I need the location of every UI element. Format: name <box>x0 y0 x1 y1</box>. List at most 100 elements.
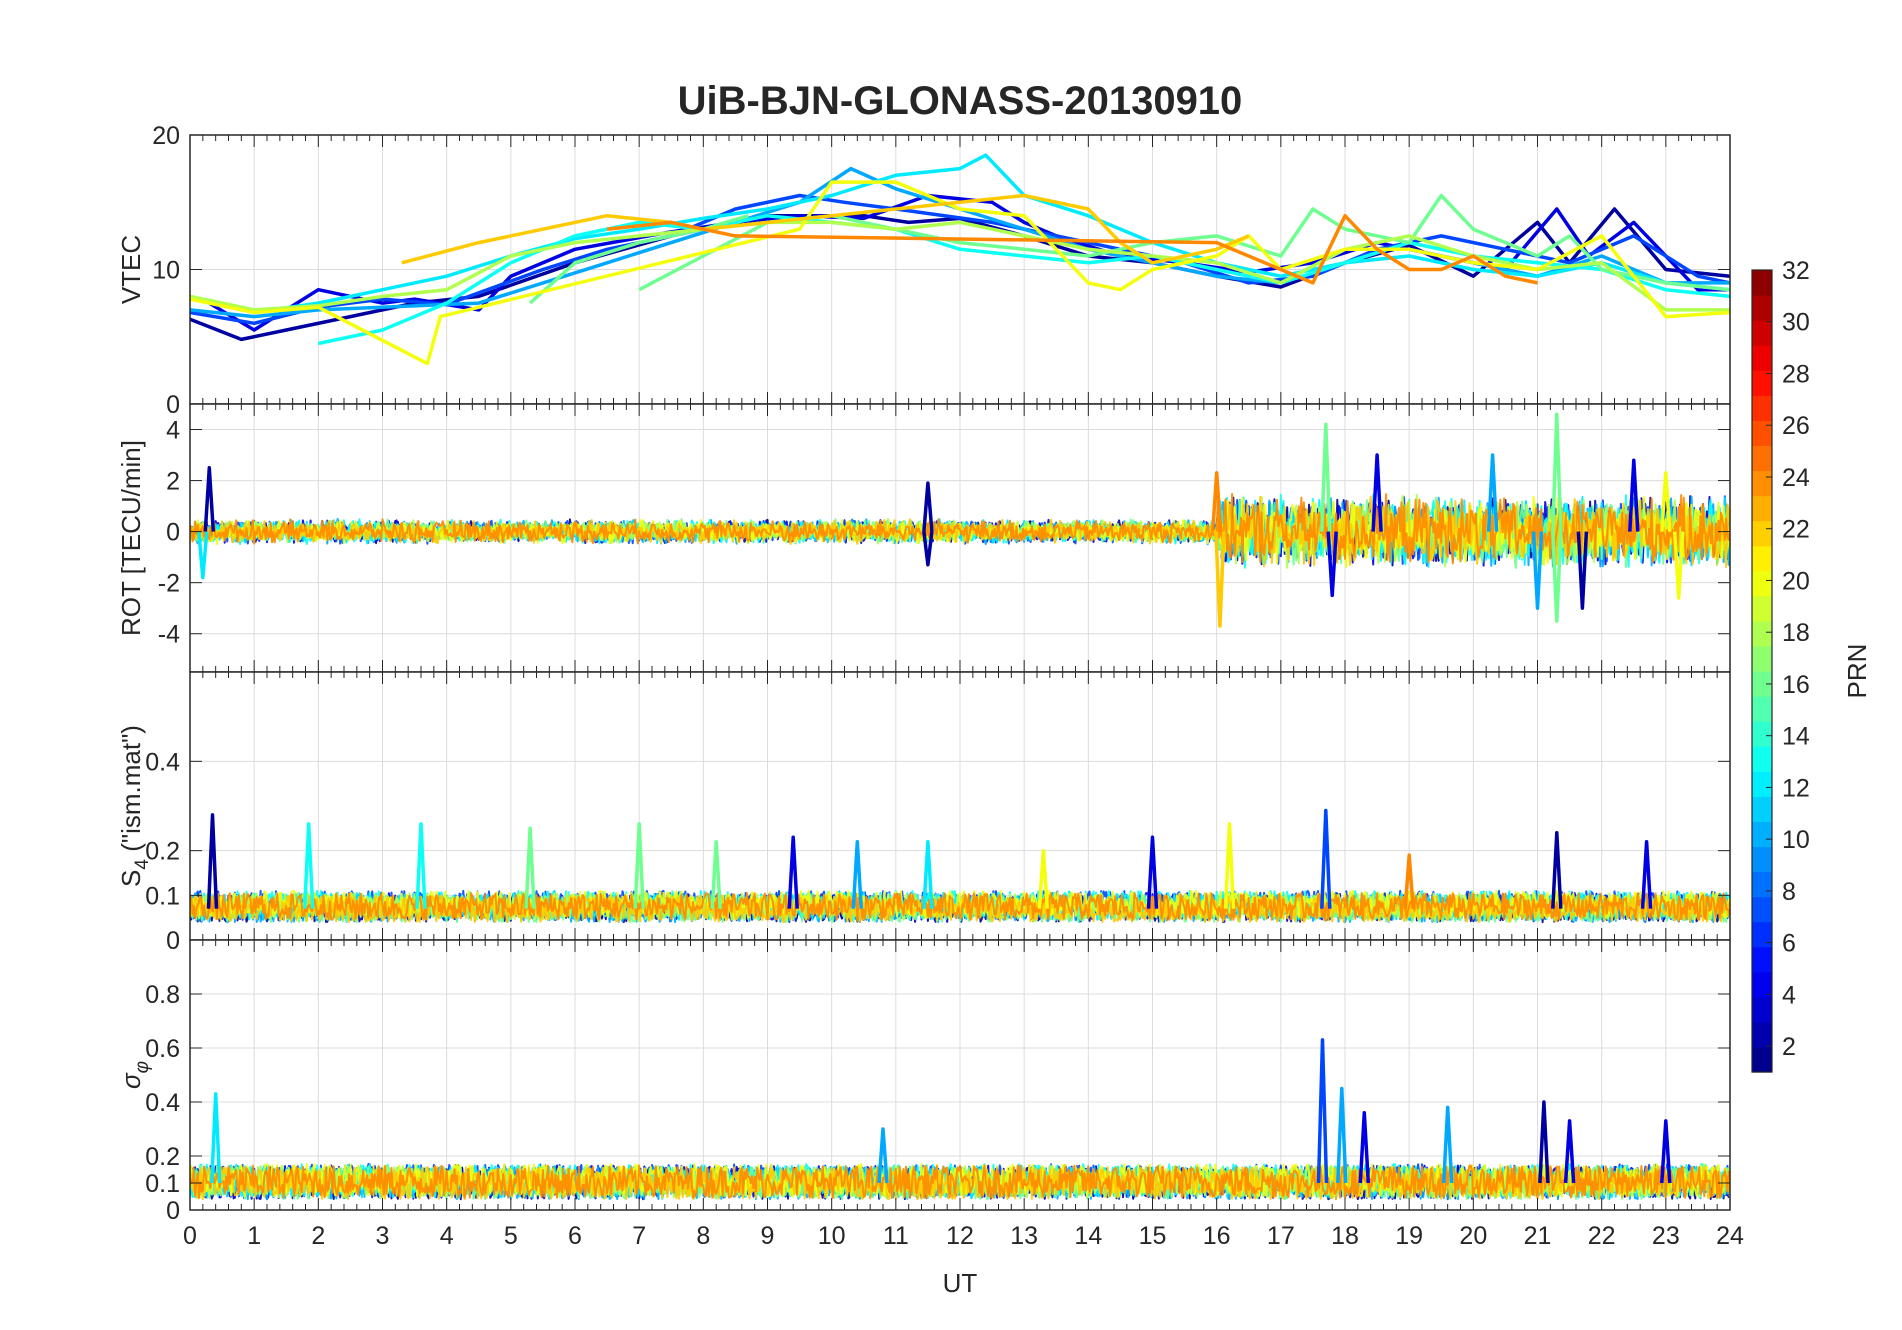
data-layer <box>190 412 1730 628</box>
panel-vtec: 0 10 20 VTEC <box>116 122 1731 419</box>
colorbar-tick-label: 26 <box>1782 412 1810 440</box>
spike-prn-16 <box>1320 422 1332 532</box>
colorbar-segment <box>1752 996 1772 1023</box>
colorbar-segment <box>1752 796 1772 822</box>
x-tick-label: 5 <box>504 1222 518 1250</box>
colorbar-segment <box>1752 320 1772 346</box>
colorbar-segment <box>1752 896 1772 923</box>
colorbar-tick-label: 28 <box>1782 360 1810 388</box>
colorbar-tick-label: 32 <box>1782 257 1810 285</box>
x-tick-label: 3 <box>376 1222 390 1250</box>
y-tick-label: 10 <box>152 257 180 285</box>
x-tick-label: 22 <box>1588 1222 1616 1250</box>
spike-prn-2 <box>922 531 934 567</box>
spike-prn-24 <box>1403 853 1415 909</box>
spike-prn-22 <box>1214 531 1226 628</box>
colorbar-segment <box>1752 921 1772 948</box>
colorbar-tick-label: 14 <box>1782 723 1810 751</box>
spike-prn-12 <box>922 839 934 909</box>
x-tick-label: 8 <box>696 1222 710 1250</box>
y-tick-label: 0.4 <box>145 1089 180 1117</box>
spike-prn-10 <box>1441 1105 1454 1184</box>
noise-series-prn-24 <box>190 492 1730 565</box>
x-tick-label: 23 <box>1652 1222 1680 1250</box>
x-ticks <box>189 940 1731 1210</box>
colorbar-frame <box>1751 269 1773 1073</box>
spike-prn-20 <box>1037 848 1050 909</box>
spike-prn-2 <box>206 813 219 909</box>
x-ticks <box>189 672 1731 940</box>
colorbar-segment <box>1752 746 1772 772</box>
spike-prn-10 <box>851 839 864 909</box>
colorbar-label: PRN <box>1842 644 1872 699</box>
colorbar-segment <box>1752 946 1772 973</box>
colorbar-segment <box>1752 370 1772 396</box>
colorbar-tick-label: 8 <box>1782 878 1796 906</box>
chart-title: UiB-BJN-GLONASS-20130910 <box>678 79 1243 123</box>
y-tick-label: 2 <box>166 468 180 496</box>
y-axis-label: σφ <box>116 1061 153 1089</box>
spike-prn-16 <box>633 822 645 909</box>
series-line-prn-16 <box>528 193 1730 305</box>
y-tick-label: 0.1 <box>145 882 180 910</box>
spike-prn-4 <box>787 835 799 909</box>
spike-prn-2 <box>1576 531 1589 610</box>
colorbar-segment <box>1752 495 1772 522</box>
colorbar-segment <box>1752 545 1772 572</box>
y-tick-label: 20 <box>152 122 180 150</box>
colorbar-segment <box>1752 595 1772 622</box>
x-tick-label: 6 <box>568 1222 582 1250</box>
spike-prn-2 <box>922 481 934 532</box>
spike-prn-20 <box>1672 531 1685 600</box>
panel-rot: -4 -2 0 2 4 ROT [TECU/min] <box>116 403 1731 673</box>
colorbar-tick-label: 24 <box>1782 464 1810 492</box>
colorbar-segment <box>1752 721 1772 747</box>
colorbar-tick-label: 18 <box>1782 619 1810 647</box>
x-tick-label: 24 <box>1716 1222 1744 1250</box>
y-tick-label: 4 <box>166 417 180 445</box>
colorbar-segment <box>1752 696 1772 722</box>
spike-prn-24 <box>1210 471 1223 532</box>
colorbar-segment <box>1752 871 1772 898</box>
x-tick-label: 1 <box>247 1222 261 1250</box>
spike-prn-10 <box>1486 453 1499 532</box>
y-tick-label: 0 <box>166 927 180 955</box>
spike-prn-20 <box>1660 471 1672 532</box>
x-axis-label: UT <box>943 1268 978 1298</box>
spike-prn-16 <box>1551 412 1563 532</box>
series-line-prn-13 <box>317 213 1730 346</box>
x-tick-label: 20 <box>1459 1222 1487 1250</box>
noise-series-prn-24 <box>190 892 1730 921</box>
colorbar-tick-label: 4 <box>1782 981 1796 1009</box>
y-axis-label: S4 ("ism.mat") <box>116 725 153 887</box>
series-line-prn-10 <box>190 166 1730 319</box>
colorbar-tick-label: 16 <box>1782 671 1810 699</box>
colorbar-segment <box>1752 1046 1772 1073</box>
spike-prn-7 <box>1320 808 1332 909</box>
x-tick-label: 11 <box>883 1222 909 1250</box>
y-axis-label: ROT [TECU/min] <box>116 440 146 636</box>
spike-prn-10 <box>1531 531 1544 610</box>
colorbar-segment <box>1752 570 1772 597</box>
x-tick-label: 9 <box>761 1222 775 1250</box>
x-tick-label: 12 <box>946 1222 974 1250</box>
series-line-prn-12 <box>190 153 1730 315</box>
series-line-prn-24 <box>606 213 1538 285</box>
x-ticks <box>189 135 1731 404</box>
x-tick-label: 17 <box>1267 1222 1295 1250</box>
y-tick-label: 0.2 <box>145 838 180 866</box>
spike-prn-13 <box>415 822 427 909</box>
colorbar-tick-label: 30 <box>1782 309 1810 337</box>
x-tick-label: 4 <box>440 1222 454 1250</box>
colorbar-segment <box>1752 295 1772 321</box>
x-tick-label: 2 <box>311 1222 325 1250</box>
x-ticks <box>189 404 1731 672</box>
y-tick-label: -4 <box>158 621 180 649</box>
colorbar-segment <box>1752 420 1772 447</box>
spike-prn-4 <box>1371 453 1383 532</box>
colorbar-tick-label: 10 <box>1782 826 1810 854</box>
noise-series-prn-24 <box>190 1164 1730 1199</box>
colorbar-segment <box>1752 971 1772 998</box>
